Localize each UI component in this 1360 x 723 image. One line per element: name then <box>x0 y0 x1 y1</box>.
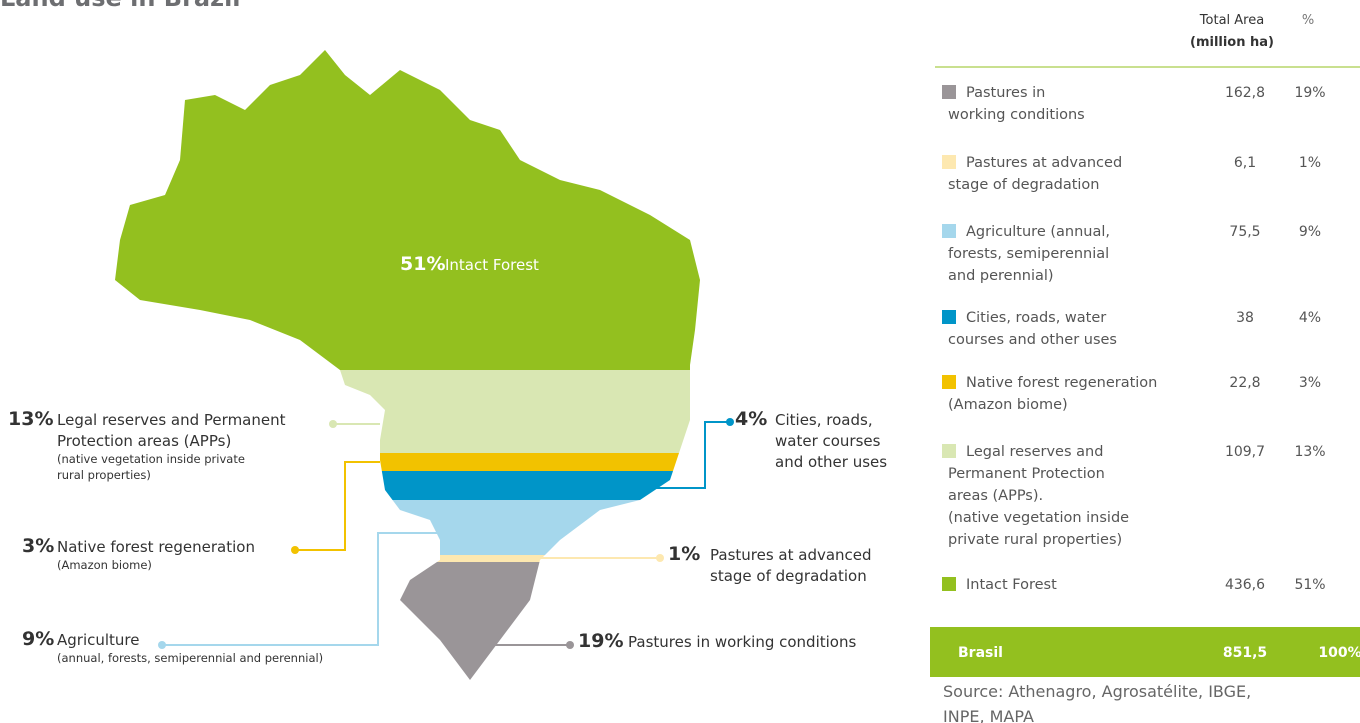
label-pct: 13% <box>8 408 53 430</box>
label-note: rural properties) <box>57 468 151 482</box>
row-label: Legal reserves and <box>966 444 1103 460</box>
map <box>115 50 700 680</box>
total-label: Brasil <box>958 645 1003 661</box>
legend-swatch <box>942 375 956 389</box>
label-text: stage of degradation <box>710 567 867 585</box>
header-pct: % <box>1302 13 1314 28</box>
row-label: private rural properties) <box>948 532 1122 548</box>
header-unit: (million ha) <box>1190 35 1274 50</box>
label-text: Legal reserves and Permanent <box>57 411 286 429</box>
row-label: areas (APPs). <box>948 488 1043 504</box>
row-label: courses and other uses <box>948 332 1117 348</box>
label-pct: 9% <box>22 628 54 650</box>
label-pct: 1% <box>668 543 700 565</box>
source: INPE, MAPA <box>943 707 1034 723</box>
row-label: (native vegetation inside <box>948 510 1129 526</box>
row-pct: 4% <box>1299 310 1321 326</box>
callouts <box>162 421 730 646</box>
label-text: and other uses <box>775 453 887 471</box>
row-label: working conditions <box>948 107 1085 123</box>
label-text: Agriculture <box>57 631 140 649</box>
row-area: 436,6 <box>1225 577 1265 593</box>
row-area: 162,8 <box>1225 85 1265 101</box>
row-area: 75,5 <box>1229 224 1260 240</box>
row-label: Pastures at advanced <box>966 155 1122 171</box>
label-pct: 3% <box>22 535 54 557</box>
row-label: Pastures in <box>966 85 1045 101</box>
source: Source: Athenagro, Agrosatélite, IBGE, <box>943 682 1251 701</box>
row-label: Cities, roads, water <box>966 310 1106 326</box>
label-text: Pastures in working conditions <box>628 633 856 651</box>
label-note: (annual, forests, semiperennial and pere… <box>57 651 323 665</box>
label-note: (native vegetation inside private <box>57 452 245 466</box>
title: Land use in Brazil <box>0 0 241 12</box>
total-area: 851,5 <box>1223 645 1267 661</box>
row-label: forests, semiperennial <box>948 246 1109 262</box>
row-label: Intact Forest <box>966 577 1057 593</box>
label-text: Native forest regeneration <box>57 538 255 556</box>
label-pct: 4% <box>735 408 767 430</box>
band-forest <box>115 50 700 370</box>
row-pct: 51% <box>1294 577 1325 593</box>
row-label: stage of degradation <box>948 177 1100 193</box>
label-text: Intact Forest <box>445 256 539 274</box>
label-pct: 51% <box>400 253 445 275</box>
row-area: 109,7 <box>1225 444 1265 460</box>
legend-swatch <box>942 310 956 324</box>
row-pct: 9% <box>1299 224 1321 240</box>
label-text: Cities, roads, <box>775 411 873 429</box>
legend-swatch <box>942 224 956 238</box>
row-label: Permanent Protection <box>948 466 1105 482</box>
row-pct: 19% <box>1294 85 1325 101</box>
legend-swatch <box>942 155 956 169</box>
label-text: water courses <box>775 432 881 450</box>
label-text: Protection areas (APPs) <box>57 432 231 450</box>
band-cities <box>115 471 700 500</box>
row-label: (Amazon biome) <box>948 397 1068 413</box>
legend-swatch <box>942 577 956 591</box>
label-note: (Amazon biome) <box>57 558 152 572</box>
legend-swatch <box>942 85 956 99</box>
row-label: Native forest regeneration <box>966 375 1157 391</box>
total-pct: 100% <box>1318 645 1360 661</box>
total-bar <box>930 627 1360 677</box>
row-label: and perennial) <box>948 268 1054 284</box>
label-text: Pastures at advanced <box>710 546 872 564</box>
row-area: 22,8 <box>1229 375 1260 391</box>
row-pct: 3% <box>1299 375 1321 391</box>
band-pastures <box>115 562 700 680</box>
legend-swatch <box>942 444 956 458</box>
header-area: Total Area <box>1199 13 1264 28</box>
row-pct: 1% <box>1299 155 1321 171</box>
row-pct: 13% <box>1294 444 1325 460</box>
row-label: Agriculture (annual, <box>966 224 1110 240</box>
row-area: 6,1 <box>1234 155 1256 171</box>
label-pct: 19% <box>578 630 623 652</box>
row-area: 38 <box>1236 310 1254 326</box>
